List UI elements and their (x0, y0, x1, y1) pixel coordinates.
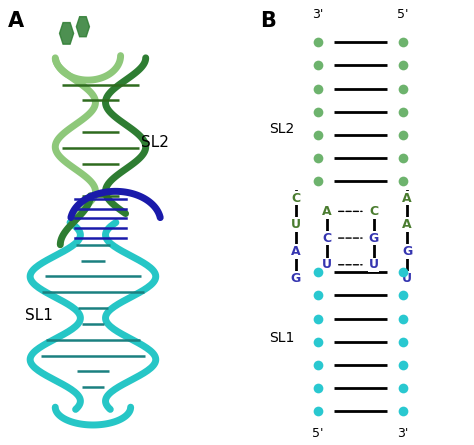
Text: SL2: SL2 (269, 122, 294, 136)
Polygon shape (60, 23, 73, 44)
Text: SL1: SL1 (25, 308, 53, 324)
Text: SL2: SL2 (141, 135, 169, 150)
Text: A: A (8, 11, 24, 31)
Text: U: U (291, 218, 301, 231)
Text: G: G (402, 245, 412, 258)
Text: U: U (369, 258, 379, 271)
Text: C: C (291, 191, 301, 205)
Text: G: G (369, 231, 379, 245)
Text: 3': 3' (397, 427, 409, 440)
Polygon shape (76, 16, 90, 37)
Text: A: A (291, 245, 301, 258)
Text: 5': 5' (397, 8, 409, 21)
Text: A: A (322, 205, 332, 218)
Text: 3': 3' (312, 8, 324, 21)
Text: 5': 5' (312, 427, 324, 440)
Text: A: A (402, 218, 412, 231)
Text: G: G (291, 271, 301, 285)
Text: B: B (260, 11, 276, 31)
Text: C: C (369, 205, 378, 218)
Text: U: U (322, 258, 332, 271)
Text: SL1: SL1 (269, 331, 294, 345)
Text: A: A (402, 191, 412, 205)
Text: U: U (402, 271, 412, 285)
Text: C: C (322, 231, 331, 245)
